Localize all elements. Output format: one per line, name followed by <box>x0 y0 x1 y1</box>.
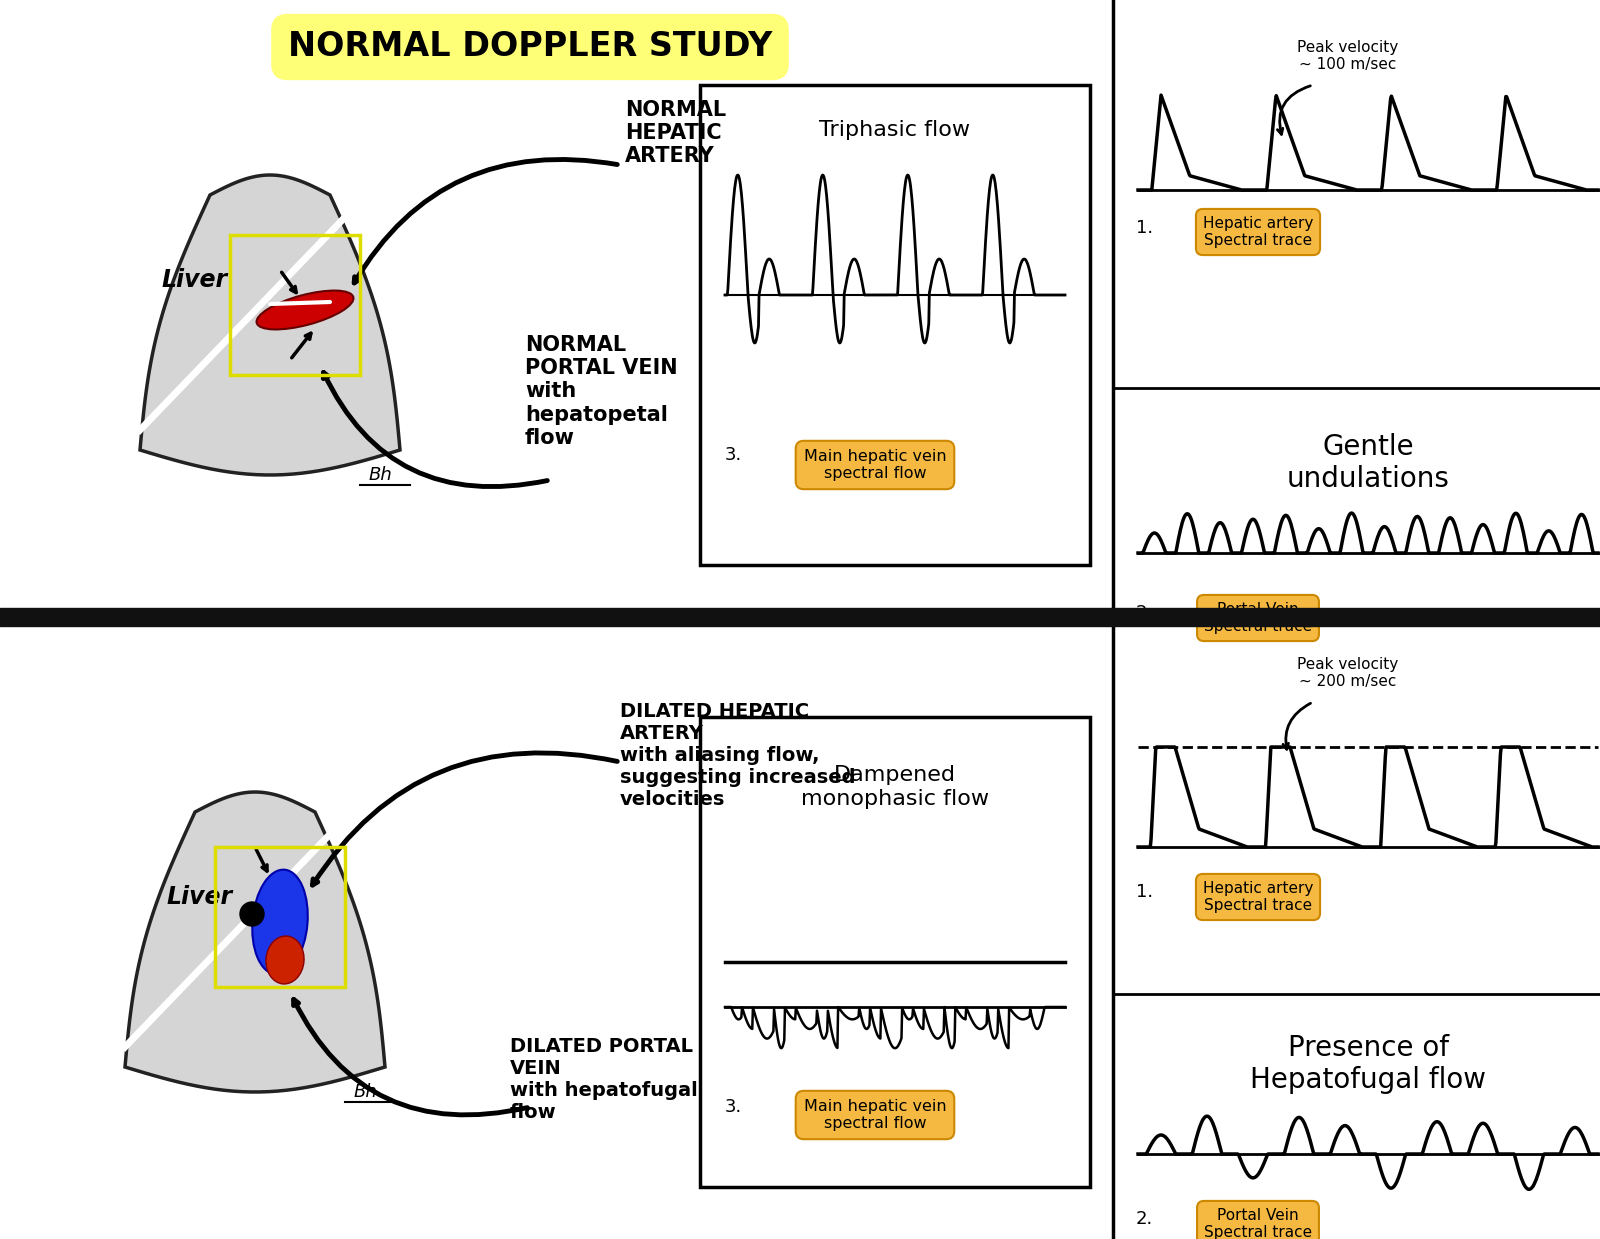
Text: 3.: 3. <box>725 1098 742 1116</box>
Text: Triphasic flow: Triphasic flow <box>819 120 971 140</box>
Text: Main hepatic vein
spectral flow: Main hepatic vein spectral flow <box>803 449 946 481</box>
Text: Liver: Liver <box>166 885 234 909</box>
Ellipse shape <box>256 291 354 330</box>
Text: 1.: 1. <box>1136 219 1154 237</box>
Polygon shape <box>125 792 386 1092</box>
Text: Hepatic artery
Spectral trace: Hepatic artery Spectral trace <box>1203 881 1314 913</box>
Text: DILATED PORTAL
VEIN
with hepatofugal
flow: DILATED PORTAL VEIN with hepatofugal flo… <box>510 1037 698 1123</box>
Bar <box>230 235 360 375</box>
Text: Peak velocity
~ 200 m/sec: Peak velocity ~ 200 m/sec <box>1298 657 1398 689</box>
Ellipse shape <box>266 935 304 984</box>
Text: Gentle
undulations: Gentle undulations <box>1286 432 1450 493</box>
Text: Bh: Bh <box>354 1083 378 1101</box>
Text: NORMAL
HEPATIC
ARTERY: NORMAL HEPATIC ARTERY <box>626 100 726 166</box>
Text: 2.: 2. <box>1136 603 1154 622</box>
Text: Presence of
Hepatofugal flow: Presence of Hepatofugal flow <box>1250 1035 1486 1094</box>
Text: Peak velocity
~ 100 m/sec: Peak velocity ~ 100 m/sec <box>1298 40 1398 72</box>
Text: NORMAL DOPPLER STUDY: NORMAL DOPPLER STUDY <box>288 31 773 63</box>
Polygon shape <box>141 175 400 475</box>
Text: Dampened
monophasic flow: Dampened monophasic flow <box>802 766 989 809</box>
Bar <box>214 847 346 987</box>
Text: NORMAL
PORTAL VEIN
with
hepatopetal
flow: NORMAL PORTAL VEIN with hepatopetal flow <box>525 335 678 447</box>
Ellipse shape <box>253 870 307 974</box>
Text: 1.: 1. <box>1136 883 1154 901</box>
Text: Liver: Liver <box>162 268 229 292</box>
Text: 2.: 2. <box>1136 1211 1154 1228</box>
Circle shape <box>240 902 264 926</box>
Text: 3.: 3. <box>725 446 742 463</box>
Text: Hepatic artery
Spectral trace: Hepatic artery Spectral trace <box>1203 216 1314 248</box>
Text: Portal Vein
Spectral trace: Portal Vein Spectral trace <box>1203 602 1312 634</box>
Text: DILATED HEPATIC
ARTERY
with aliasing flow,
suggesting increased
velocities: DILATED HEPATIC ARTERY with aliasing flo… <box>621 703 856 809</box>
Text: Portal Vein
Spectral trace: Portal Vein Spectral trace <box>1203 1208 1312 1239</box>
Text: Main hepatic vein
spectral flow: Main hepatic vein spectral flow <box>803 1099 946 1131</box>
Bar <box>701 717 1090 1187</box>
Text: Bh: Bh <box>368 466 392 484</box>
Bar <box>701 85 1090 565</box>
